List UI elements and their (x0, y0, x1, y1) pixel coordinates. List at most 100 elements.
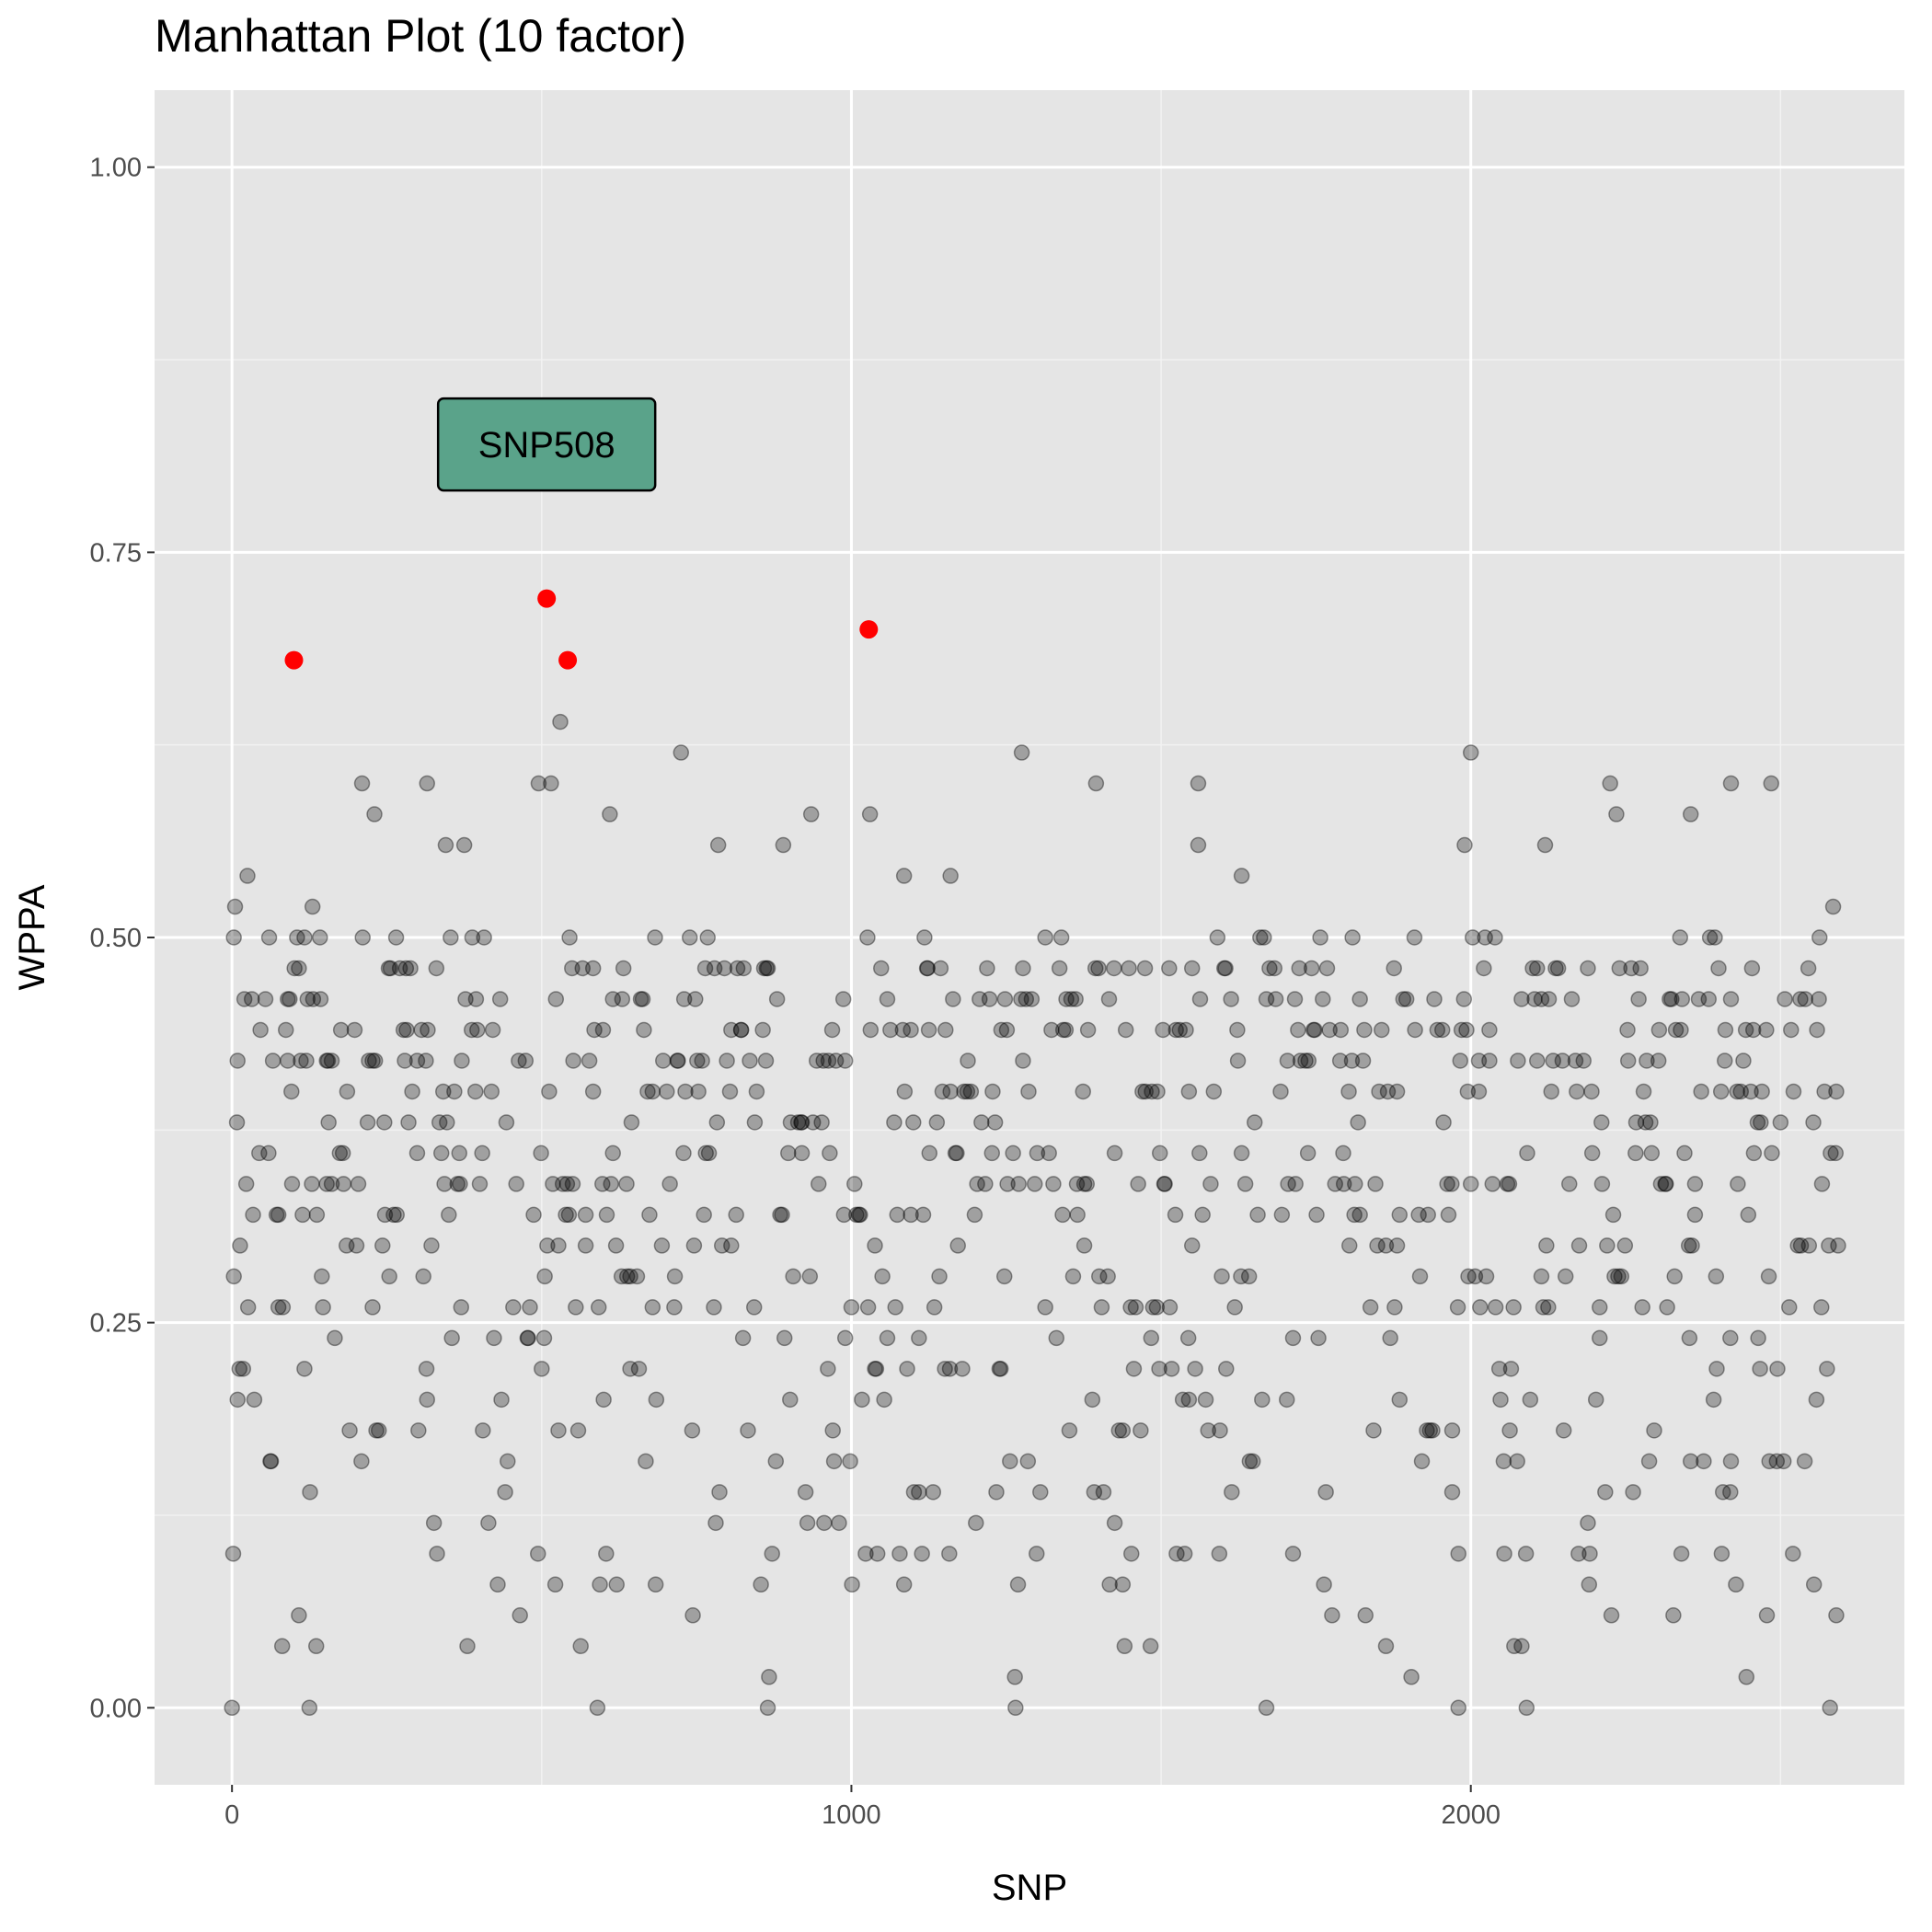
annotation-layer: SNP508 (436, 397, 657, 492)
snp-point (918, 960, 936, 977)
snp-point (1459, 1083, 1477, 1100)
snp-point (1041, 1144, 1057, 1162)
snp-point (1167, 1021, 1184, 1039)
snp-point (1722, 1329, 1739, 1347)
snp-point (707, 1514, 724, 1532)
snp-point (418, 1361, 435, 1377)
snp-point (1300, 1052, 1317, 1069)
snp-point (1217, 960, 1234, 977)
snp-point (1443, 1484, 1461, 1501)
snp-point (988, 1484, 1005, 1501)
snp-point (1658, 1176, 1674, 1192)
snp-point (1114, 1422, 1132, 1439)
snp-point (229, 1052, 246, 1069)
snp-point (1665, 1607, 1682, 1624)
snp-point (1290, 1021, 1306, 1039)
snp-point (956, 1083, 972, 1100)
snp-point (1684, 1237, 1700, 1254)
snp-point (1717, 1052, 1733, 1069)
snp-point (1029, 1144, 1046, 1162)
snp-point (746, 1114, 764, 1131)
snp-point (711, 1484, 728, 1501)
snp-point (1211, 1546, 1228, 1562)
snp-point (463, 1021, 480, 1039)
highlight-point (558, 650, 578, 670)
snp-point (697, 1144, 714, 1162)
snp-point (1458, 1021, 1475, 1039)
snp-point (1673, 1021, 1689, 1039)
snp-point (354, 929, 371, 946)
snp-point (1822, 1699, 1838, 1717)
snp-point (301, 1699, 318, 1717)
snp-point (319, 1052, 337, 1069)
snp-point (280, 991, 296, 1007)
snp-point (1411, 1268, 1429, 1285)
snp-point (713, 1237, 730, 1254)
snp-point (1625, 1484, 1641, 1501)
highlight-point (284, 650, 304, 670)
snp-point (1388, 1083, 1406, 1100)
snp-point (1492, 1391, 1509, 1409)
snp-point (1518, 1699, 1535, 1717)
snp-point (439, 1114, 455, 1131)
snp-point (699, 929, 716, 946)
snp-point (882, 1021, 899, 1039)
snp-point (1212, 1422, 1228, 1439)
snp-point (525, 1206, 542, 1224)
snp-point (622, 1361, 638, 1377)
snp-point (992, 1361, 1009, 1377)
snp-point (1068, 1176, 1086, 1192)
snp-point (304, 1176, 320, 1192)
snp-point (1705, 1391, 1722, 1409)
snp-point (1743, 960, 1761, 977)
snp-point (981, 991, 998, 1007)
snp-point (1174, 1391, 1191, 1409)
snp-point (1495, 1453, 1512, 1470)
snp-point (615, 960, 632, 977)
snp-point (1054, 1021, 1072, 1039)
snp-point (661, 1176, 678, 1192)
snp-point (574, 960, 591, 977)
snp-point (1284, 1546, 1302, 1562)
snp-point (1233, 868, 1250, 884)
snp-point (972, 991, 988, 1007)
snp-point (397, 1052, 413, 1069)
snp-point (1063, 991, 1080, 1007)
snp-point (1750, 1329, 1766, 1347)
snp-point (1673, 991, 1691, 1007)
snp-point (1819, 1361, 1835, 1377)
snp-point (1657, 1176, 1673, 1192)
snp-point (1569, 1083, 1585, 1100)
snp-point (550, 1237, 567, 1254)
snp-point (395, 1021, 412, 1039)
snp-point (550, 1422, 567, 1439)
snp-point (1308, 1206, 1325, 1224)
snp-point (1513, 991, 1530, 1007)
snp-point (1510, 1052, 1526, 1069)
snp-point (1524, 960, 1541, 977)
snp-point (834, 991, 852, 1007)
snp-point (348, 1237, 365, 1254)
snp-point (364, 1299, 381, 1316)
snp-point (1722, 775, 1740, 792)
snp-point (1367, 1176, 1384, 1192)
snp-point (1639, 1052, 1655, 1069)
snp-point (1813, 1299, 1830, 1316)
snp-point (1099, 1268, 1116, 1285)
snp-point (1816, 1083, 1833, 1100)
snp-point (1797, 991, 1814, 1007)
snp-point (1522, 1391, 1539, 1409)
snp-point (622, 1268, 638, 1285)
snp-point (1785, 1083, 1802, 1100)
snp-point (282, 991, 298, 1007)
snp-point (558, 1176, 576, 1192)
snp-point (1662, 991, 1678, 1007)
snp-point (1110, 1422, 1128, 1439)
snp-point (1023, 991, 1041, 1007)
snp-point (1717, 1021, 1734, 1039)
snp-point (634, 991, 651, 1007)
snp-point (1754, 1083, 1770, 1100)
snp-point (1501, 1422, 1518, 1439)
snp-point (1455, 991, 1473, 1007)
snp-point (1087, 775, 1105, 792)
